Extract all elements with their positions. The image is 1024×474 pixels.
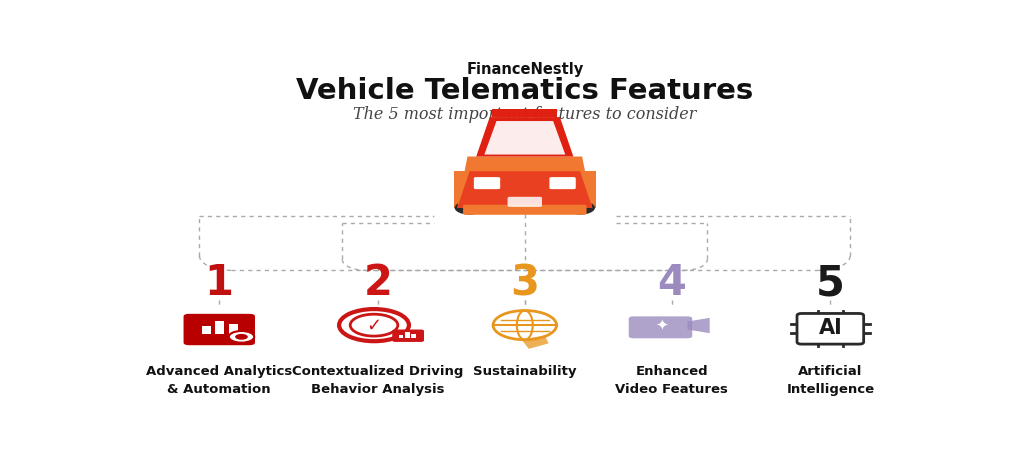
FancyBboxPatch shape	[215, 321, 224, 334]
Text: AI: AI	[818, 318, 842, 338]
Text: ✓: ✓	[367, 317, 382, 335]
Polygon shape	[521, 336, 549, 349]
FancyBboxPatch shape	[463, 205, 587, 215]
Circle shape	[236, 334, 248, 340]
Text: Enhanced
Video Features: Enhanced Video Features	[615, 365, 728, 396]
Polygon shape	[581, 171, 596, 208]
FancyBboxPatch shape	[398, 335, 403, 338]
Polygon shape	[458, 156, 592, 208]
FancyBboxPatch shape	[183, 314, 255, 345]
FancyBboxPatch shape	[474, 177, 500, 189]
FancyBboxPatch shape	[629, 316, 692, 338]
Circle shape	[339, 309, 409, 341]
FancyBboxPatch shape	[797, 313, 863, 344]
Text: Advanced Analytics
& Automation: Advanced Analytics & Automation	[146, 365, 293, 396]
Text: 1: 1	[205, 262, 233, 304]
FancyBboxPatch shape	[508, 197, 542, 207]
Circle shape	[350, 314, 397, 336]
Circle shape	[565, 201, 595, 215]
Circle shape	[455, 201, 484, 215]
FancyBboxPatch shape	[228, 324, 238, 334]
Text: Vehicle Telematics Features: Vehicle Telematics Features	[296, 77, 754, 105]
Polygon shape	[458, 171, 592, 208]
Polygon shape	[454, 171, 469, 208]
Text: ✦: ✦	[655, 318, 669, 333]
FancyBboxPatch shape	[550, 177, 575, 189]
Text: The 5 most important features to consider: The 5 most important features to conside…	[353, 106, 696, 123]
Text: 2: 2	[364, 262, 392, 304]
FancyBboxPatch shape	[412, 334, 416, 338]
Polygon shape	[484, 121, 565, 155]
Text: FinanceNestly: FinanceNestly	[466, 63, 584, 77]
Text: Artificial
Intelligence: Artificial Intelligence	[786, 365, 874, 396]
Text: 3: 3	[510, 262, 540, 304]
Text: 4: 4	[657, 262, 686, 304]
FancyBboxPatch shape	[404, 332, 410, 338]
Polygon shape	[493, 109, 557, 117]
Polygon shape	[476, 117, 573, 156]
Text: Contextualized Driving
Behavior Analysis: Contextualized Driving Behavior Analysis	[292, 365, 464, 396]
Circle shape	[228, 331, 254, 343]
Polygon shape	[687, 318, 710, 333]
FancyBboxPatch shape	[202, 326, 211, 334]
Text: Sustainability: Sustainability	[473, 365, 577, 378]
FancyBboxPatch shape	[392, 329, 424, 342]
Text: 5: 5	[816, 262, 845, 304]
